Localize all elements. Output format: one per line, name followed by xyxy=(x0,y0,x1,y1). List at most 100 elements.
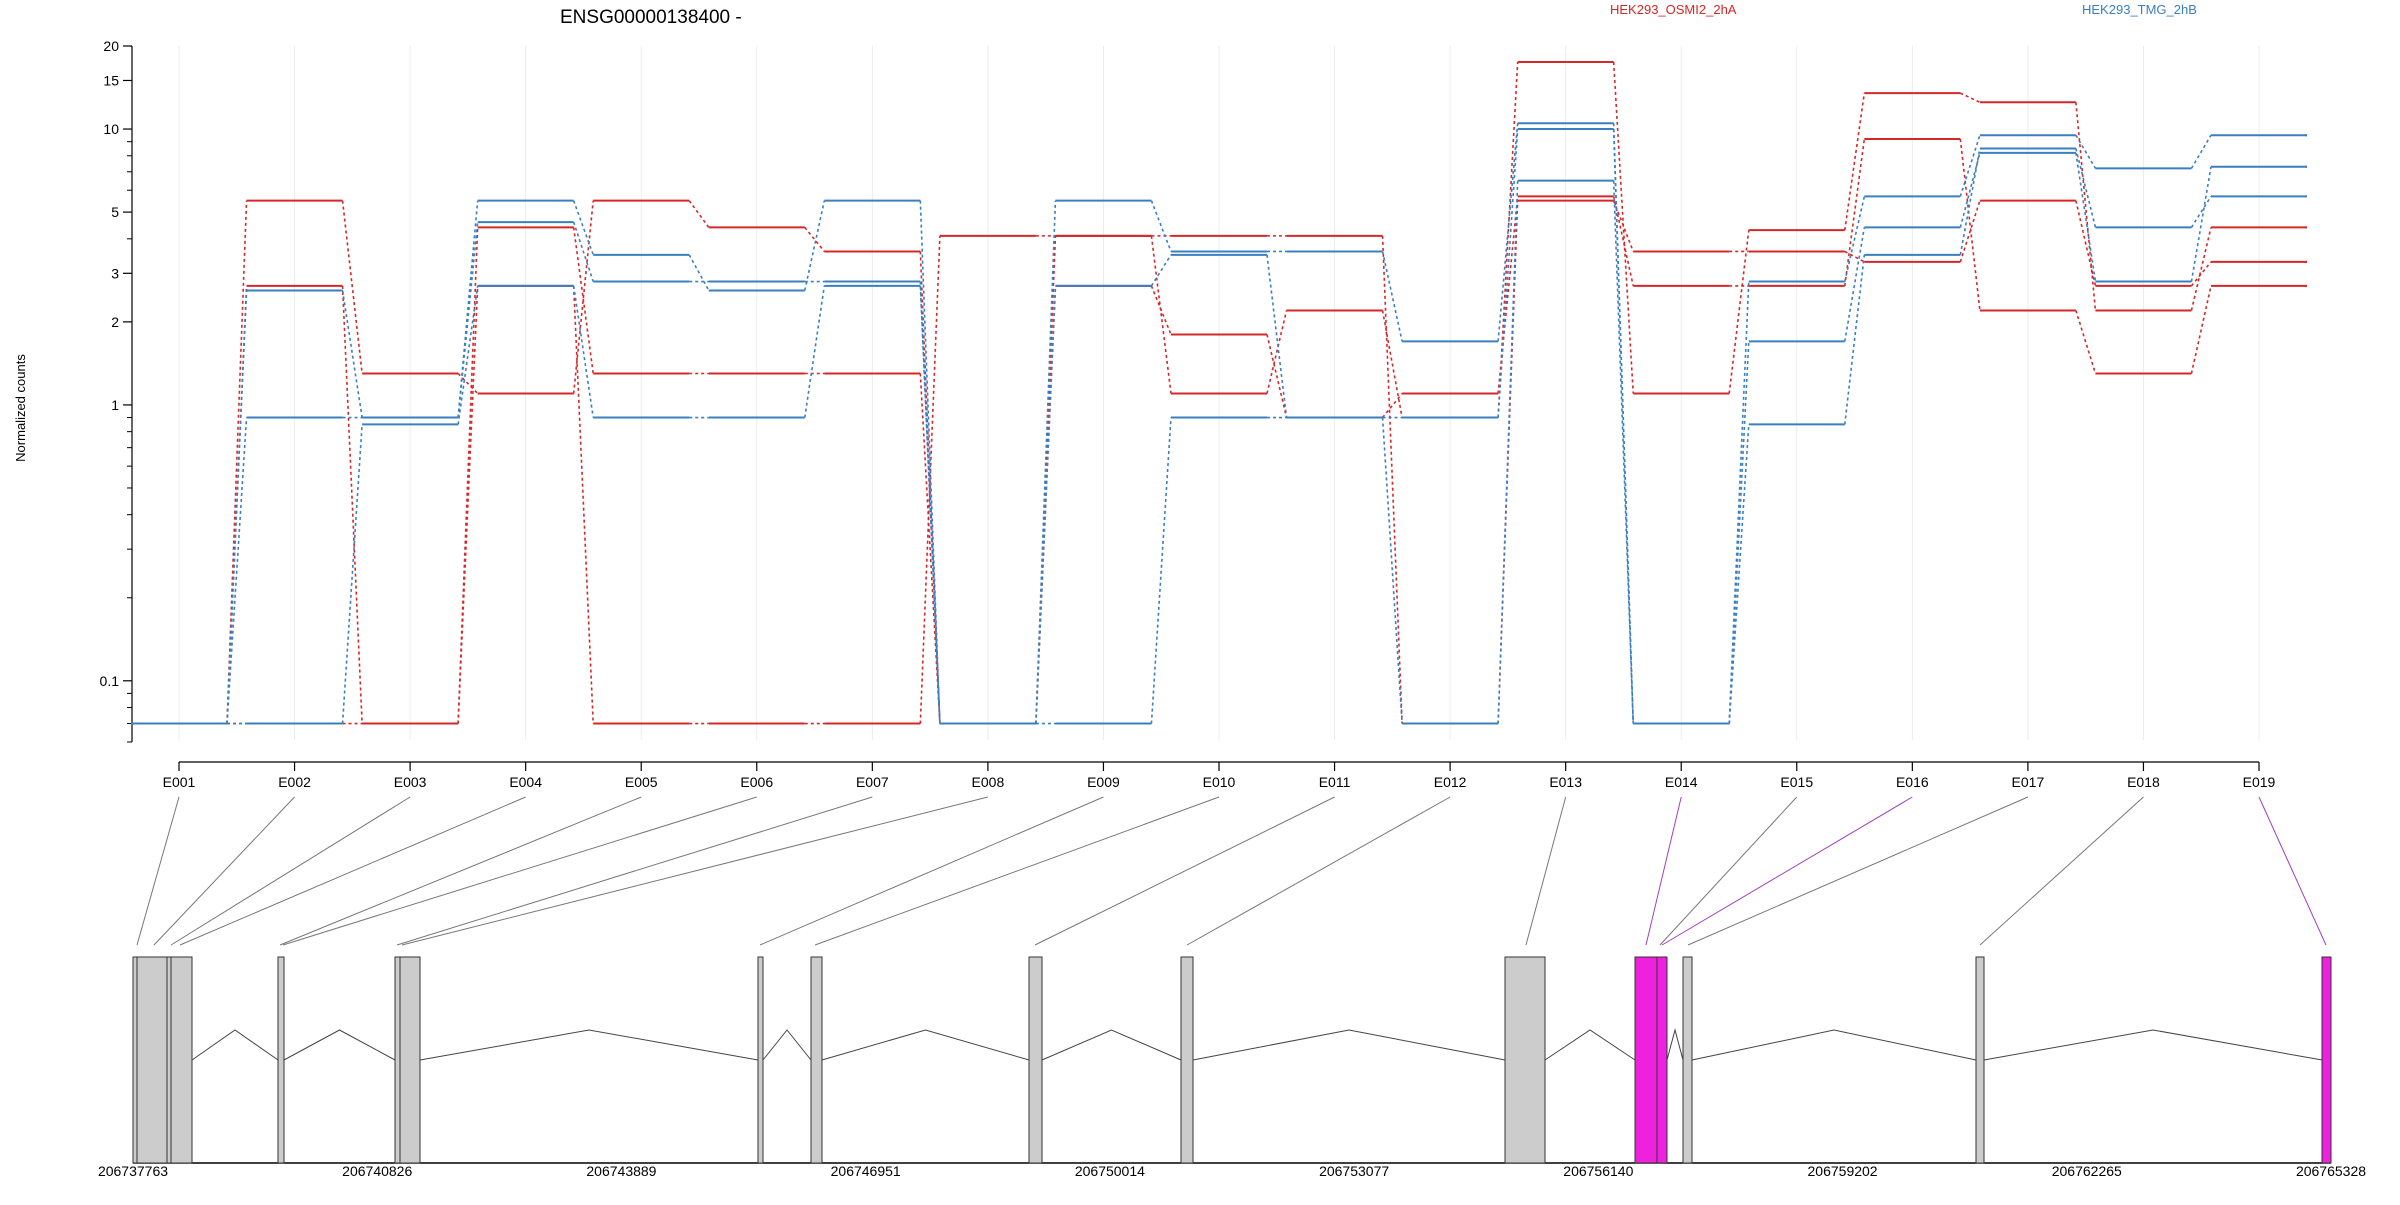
y-tick-label: 5 xyxy=(111,204,119,220)
x-tick-label-E002: E002 xyxy=(278,774,311,790)
exon-connector-E013 xyxy=(1525,796,1567,946)
data-connector xyxy=(803,200,826,291)
data-connector xyxy=(1266,310,1288,394)
data-connector xyxy=(2190,134,2212,169)
exon-connector-E017 xyxy=(1687,796,2029,946)
data-connector xyxy=(457,285,479,724)
data-connector xyxy=(919,281,941,724)
data-connector xyxy=(1381,417,1403,724)
exon-connector-E012 xyxy=(1186,796,1451,946)
exon-connector-E018 xyxy=(1979,796,2144,946)
data-connector xyxy=(1959,148,1981,255)
x-tick-label-E001: E001 xyxy=(163,774,196,790)
x-tick-label-E017: E017 xyxy=(2012,774,2045,790)
connector-layer xyxy=(136,796,2327,946)
x-tick-label-E006: E006 xyxy=(740,774,773,790)
coord-tick-label: 206737763 xyxy=(98,1163,168,1179)
data-connector xyxy=(1266,334,1288,418)
coord-tick-label: 206756140 xyxy=(1563,1163,1633,1179)
data-connector xyxy=(2075,152,2097,282)
exon-connector-E001 xyxy=(136,796,180,946)
exon-connector-E007 xyxy=(396,796,873,946)
x-tick-label-E012: E012 xyxy=(1434,774,1467,790)
exon-block-7 xyxy=(399,956,421,1164)
data-connector xyxy=(1844,250,1865,263)
data-connector xyxy=(1959,138,1981,311)
data-connector xyxy=(1728,341,1750,724)
exon-block-1 xyxy=(132,956,138,1164)
intron-1 xyxy=(191,1029,279,1061)
data-connector xyxy=(1843,138,1866,287)
data-connector xyxy=(2075,200,2097,287)
exon-block-6 xyxy=(394,956,401,1164)
data-connector xyxy=(2190,261,2212,287)
exon-connector-E004 xyxy=(179,796,526,946)
data-connector xyxy=(572,285,595,724)
intron-7 xyxy=(1192,1029,1506,1061)
data-connector xyxy=(803,285,826,418)
intron-5 xyxy=(821,1029,1030,1061)
series-layer xyxy=(131,60,2307,725)
y-tick-label: 20 xyxy=(103,38,119,54)
gene-model xyxy=(132,956,2332,1164)
intron-9 xyxy=(1666,1028,1684,1061)
exon-connector-E005 xyxy=(279,796,642,946)
intron-11 xyxy=(1983,1029,2323,1061)
x-axis: E001 E002 E003 E004 E005 E006 E007 E008 E009 E010… xyxy=(163,761,2276,790)
y-tick-label: 2 xyxy=(111,314,119,330)
data-connector xyxy=(688,200,710,228)
exon-block-16 xyxy=(1975,956,1985,1164)
data-connector xyxy=(1381,392,1403,419)
intron-4 xyxy=(762,1029,812,1061)
data-connector xyxy=(1150,235,1172,394)
data-connector xyxy=(1959,92,1981,104)
data-connector xyxy=(1381,235,1403,724)
data-connector xyxy=(1843,254,1866,425)
coord-tick-label: 206740826 xyxy=(342,1163,412,1179)
data-connector xyxy=(341,200,363,374)
data-connector xyxy=(1612,180,1635,724)
data-connector xyxy=(572,227,595,374)
exon-connector-E015 xyxy=(1659,796,1798,946)
x-tick-label-E004: E004 xyxy=(509,774,542,790)
data-connector xyxy=(572,221,594,282)
exon-connector-E006 xyxy=(282,796,757,946)
exon-connector-E003 xyxy=(170,796,411,946)
data-connector xyxy=(2075,134,2097,169)
exon-block-15 xyxy=(1682,956,1693,1164)
y-axis: 0.1 1 2 3 5 10 15 20 xyxy=(100,38,133,743)
data-connector xyxy=(1612,61,1635,394)
intron-3 xyxy=(419,1029,759,1061)
coord-tick-label: 206762265 xyxy=(2052,1163,2122,1179)
coord-tick-label: 206750014 xyxy=(1075,1163,1145,1179)
data-connector xyxy=(1728,230,1750,394)
exon-connector-E016 xyxy=(1661,796,1913,946)
data-connector xyxy=(2075,102,2097,311)
exon-connector-E010 xyxy=(814,796,1220,946)
exon-connector-E008 xyxy=(401,796,989,946)
exon-block-5 xyxy=(277,956,285,1164)
exon-block-14 xyxy=(1656,956,1668,1164)
coord-tick-label: 206746951 xyxy=(831,1163,901,1179)
intron-8 xyxy=(1544,1029,1636,1061)
exon-block-3 xyxy=(166,956,172,1164)
coord-tick-label: 206759202 xyxy=(1808,1163,1878,1179)
chart-title: ENSG00000138400 - xyxy=(560,7,742,28)
intron-6 xyxy=(1041,1029,1182,1061)
genomic-coordinate-axis: 206737763 206740826 206743889 206746951 2067… xyxy=(98,1163,2366,1179)
y-tick-label: 10 xyxy=(103,121,119,137)
data-connector xyxy=(2190,195,2212,228)
data-connector xyxy=(457,285,479,425)
data-connector xyxy=(341,285,363,724)
exon-block-12 xyxy=(1504,956,1546,1164)
exon-block-8 xyxy=(757,956,764,1164)
data-connector xyxy=(457,227,479,724)
y-axis-label: Normalized counts xyxy=(13,354,28,462)
data-connector xyxy=(919,285,941,724)
data-connector xyxy=(1959,152,1981,228)
data-connector xyxy=(226,290,248,724)
data-connector xyxy=(1843,196,1866,282)
data-connector xyxy=(1035,285,1057,724)
exon-block-2 xyxy=(136,956,168,1164)
x-tick-label-E019: E019 xyxy=(2243,774,2276,790)
